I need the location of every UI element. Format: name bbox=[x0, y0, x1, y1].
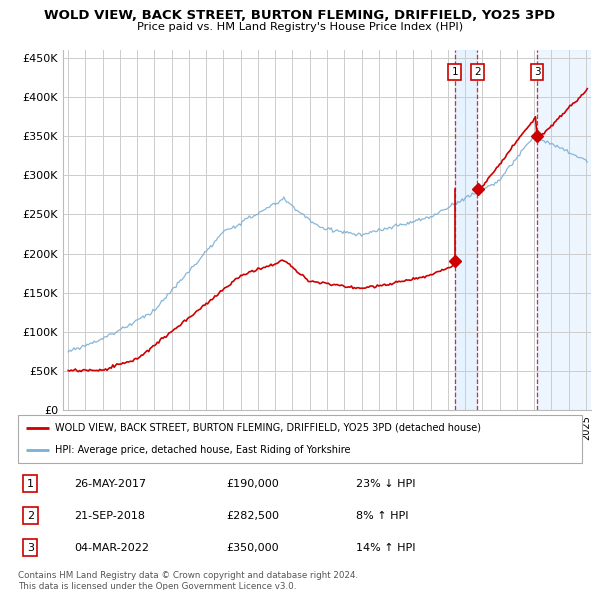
Text: 1: 1 bbox=[27, 478, 34, 489]
Text: 26-MAY-2017: 26-MAY-2017 bbox=[74, 478, 146, 489]
Text: WOLD VIEW, BACK STREET, BURTON FLEMING, DRIFFIELD, YO25 3PD (detached house): WOLD VIEW, BACK STREET, BURTON FLEMING, … bbox=[55, 423, 481, 433]
Text: 14% ↑ HPI: 14% ↑ HPI bbox=[356, 543, 416, 553]
Text: 23% ↓ HPI: 23% ↓ HPI bbox=[356, 478, 416, 489]
Text: 2: 2 bbox=[27, 511, 34, 521]
Text: 2: 2 bbox=[474, 67, 481, 77]
Bar bbox=[455, 50, 478, 410]
FancyBboxPatch shape bbox=[18, 415, 582, 463]
Text: HPI: Average price, detached house, East Riding of Yorkshire: HPI: Average price, detached house, East… bbox=[55, 445, 350, 455]
Text: 21-SEP-2018: 21-SEP-2018 bbox=[74, 511, 145, 521]
Text: 04-MAR-2022: 04-MAR-2022 bbox=[74, 543, 149, 553]
Text: 1: 1 bbox=[451, 67, 458, 77]
Bar bbox=[537, 50, 591, 410]
Text: 3: 3 bbox=[27, 543, 34, 553]
Text: £282,500: £282,500 bbox=[227, 511, 280, 521]
Text: £350,000: £350,000 bbox=[227, 543, 280, 553]
Text: 8% ↑ HPI: 8% ↑ HPI bbox=[356, 511, 409, 521]
Text: WOLD VIEW, BACK STREET, BURTON FLEMING, DRIFFIELD, YO25 3PD: WOLD VIEW, BACK STREET, BURTON FLEMING, … bbox=[44, 9, 556, 22]
Text: Contains HM Land Registry data © Crown copyright and database right 2024.: Contains HM Land Registry data © Crown c… bbox=[18, 571, 358, 580]
Text: 3: 3 bbox=[533, 67, 541, 77]
Text: Price paid vs. HM Land Registry's House Price Index (HPI): Price paid vs. HM Land Registry's House … bbox=[137, 22, 463, 32]
Text: This data is licensed under the Open Government Licence v3.0.: This data is licensed under the Open Gov… bbox=[18, 582, 296, 590]
Text: £190,000: £190,000 bbox=[227, 478, 280, 489]
